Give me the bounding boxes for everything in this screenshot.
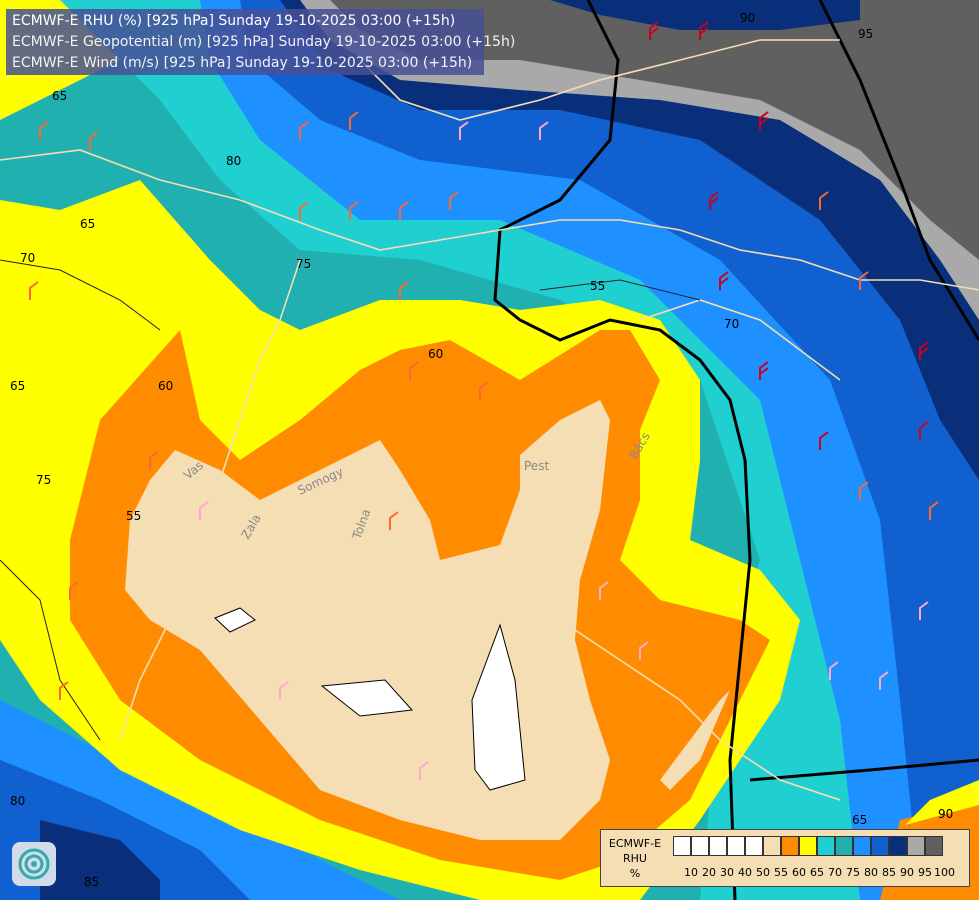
- legend-tick-label: 50: [756, 866, 770, 879]
- header-line-rhu: ECMWF-E RHU (%) [925 hPa] Sunday 19-10-2…: [12, 13, 456, 29]
- contour-label: 90: [740, 11, 755, 25]
- contour-label: 65: [52, 89, 67, 103]
- header-line-geopotential: ECMWF-E Geopotential (m) [925 hPa] Sunda…: [12, 34, 516, 50]
- white-pocket-1: [214, 607, 256, 633]
- legend-tick-label: 75: [846, 866, 860, 879]
- border-line-2: [818, 0, 979, 341]
- legend-title-variable: RHU: [623, 852, 647, 865]
- band-100: [330, 0, 979, 260]
- legend-tick-label: 95: [918, 866, 932, 879]
- legend-swatch: [907, 836, 925, 856]
- border-line-3: [749, 758, 979, 782]
- legend-swatch: [817, 836, 835, 856]
- contour-label: 75: [296, 257, 311, 271]
- contour-label: 80: [226, 154, 241, 168]
- contour-label: 55: [590, 279, 605, 293]
- legend-swatch: [871, 836, 889, 856]
- legend-tick-label: 20: [702, 866, 716, 879]
- legend-swatch: [673, 836, 691, 856]
- band-top-blue: [550, 0, 860, 30]
- contour-label: 55: [126, 509, 141, 523]
- legend-swatch: [925, 836, 943, 856]
- place-label-pest: Pest: [524, 459, 549, 473]
- white-pocket-2: [320, 679, 414, 717]
- legend-swatch: [835, 836, 853, 856]
- legend-tick-label: 85: [882, 866, 896, 879]
- contour-label: 95: [858, 27, 873, 41]
- contour-label: 70: [20, 251, 35, 265]
- contour-label: 80: [10, 794, 25, 808]
- legend-ticks: 10 20 30 40 50 55 60 65 70 75 80 85 90 95 100: [682, 866, 955, 879]
- wheat-pocket-right: [660, 690, 730, 790]
- legend-tick-label: 30: [720, 866, 734, 879]
- contour-label: 75: [36, 473, 51, 487]
- legend-swatch: [853, 836, 871, 856]
- boundary-1: [0, 149, 979, 291]
- contour-label: 60: [158, 379, 173, 393]
- contour-label: 65: [852, 813, 867, 827]
- boundary-4: [559, 619, 841, 801]
- legend-tick-label: 40: [738, 866, 752, 879]
- contour-label: 65: [80, 217, 95, 231]
- legend-swatch: [745, 836, 763, 856]
- legend-title-model: ECMWF-E: [608, 837, 662, 850]
- contour-label: 60: [428, 347, 443, 361]
- map-header: ECMWF-E RHU (%) [925 hPa] Sunday 19-10-2…: [6, 9, 516, 75]
- rhu-legend: ECMWF-E RHU % 10 20 30 40 50 55 60 65 70 75 80 85 90…: [600, 829, 970, 887]
- legend-tick-label: 100: [934, 866, 955, 879]
- white-pocket-3: [471, 623, 526, 791]
- border-line: [493, 0, 752, 900]
- contour-label: 70: [724, 317, 739, 331]
- header-line-wind: ECMWF-E Wind (m/s) [925 hPa] Sunday 19-1…: [12, 55, 473, 71]
- wind-barbs: [29, 21, 939, 780]
- legend-unit: %: [629, 867, 641, 880]
- legend-tick-label: 60: [792, 866, 806, 879]
- boundary-2: [119, 259, 301, 741]
- boundary-5: [359, 39, 840, 121]
- legend-color-bar: [673, 836, 943, 856]
- legend-swatch: [727, 836, 745, 856]
- legend-tick-label: 65: [810, 866, 824, 879]
- contour-label: 90: [938, 807, 953, 821]
- ecmwf-logo-icon: [12, 842, 56, 886]
- legend-swatch: [763, 836, 781, 856]
- legend-swatch: [691, 836, 709, 856]
- bottom-right-yellow: [905, 780, 979, 825]
- legend-tick-label: 55: [774, 866, 788, 879]
- band-85-90: [240, 0, 979, 900]
- legend-swatch: [781, 836, 799, 856]
- legend-swatch: [889, 836, 907, 856]
- legend-tick-label: 70: [828, 866, 842, 879]
- legend-tick-label: 80: [864, 866, 878, 879]
- boundary-3: [639, 299, 841, 381]
- bottom-left-darker: [40, 820, 160, 900]
- legend-swatch: [799, 836, 817, 856]
- legend-swatch: [709, 836, 727, 856]
- contour-labels: 90 95 65 80 70 75 65 60 55 60 65 75 80 8…: [10, 11, 953, 889]
- contour-label: 65: [10, 379, 25, 393]
- legend-tick-label: 90: [900, 866, 914, 879]
- legend-title: ECMWF-E RHU %: [605, 836, 665, 881]
- legend-tick-label: 10: [684, 866, 698, 879]
- contour-label: 85: [84, 875, 99, 889]
